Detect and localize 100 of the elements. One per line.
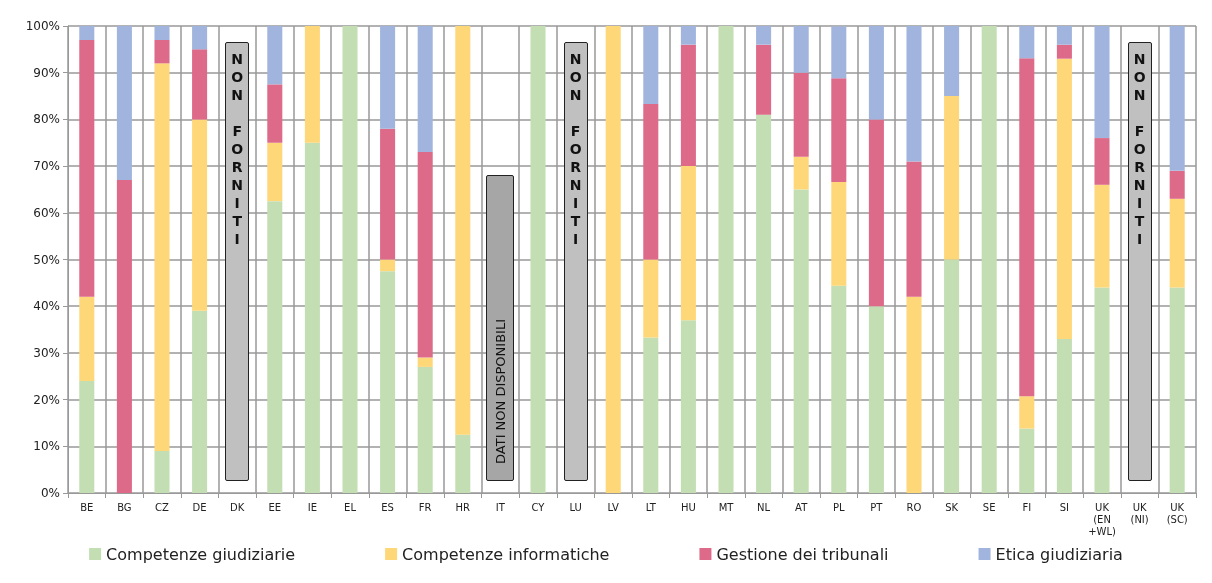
x-tick-label: DK	[230, 501, 245, 513]
bar	[154, 63, 170, 451]
bar	[1094, 138, 1110, 185]
legend-label: Etica giudiziaria	[995, 544, 1123, 564]
bar	[267, 142, 283, 202]
bar	[455, 26, 471, 435]
bar	[154, 40, 170, 64]
x-tick-label: RO	[906, 501, 922, 513]
bar	[1056, 44, 1072, 59]
bar	[718, 26, 734, 493]
x-tick-label: ES	[381, 501, 394, 513]
bar	[1019, 396, 1035, 429]
y-tick-label: 0%	[40, 486, 60, 500]
bar	[154, 450, 170, 493]
x-tick-label: MT	[718, 501, 735, 513]
bar	[680, 26, 696, 45]
bar	[192, 310, 208, 493]
bar	[1094, 26, 1110, 139]
x-tick-label: CZ	[155, 501, 170, 513]
x-tick-label: HU	[680, 501, 696, 513]
bar	[1169, 170, 1185, 199]
x-tick-label: FI	[1022, 501, 1032, 513]
x-tick-label: HR	[455, 501, 471, 513]
bar	[417, 26, 433, 153]
bar	[906, 161, 922, 297]
y-tick-label: 50%	[33, 252, 60, 267]
bar	[1094, 184, 1110, 288]
x-tick-label: SE	[982, 501, 996, 513]
annotation: NON FORNITI	[567, 51, 584, 250]
bar	[643, 103, 659, 260]
bar	[906, 26, 922, 162]
x-tick-label: PT	[870, 501, 884, 513]
bar	[680, 166, 696, 321]
y-tick-label: 80%	[33, 112, 60, 127]
bar	[944, 259, 960, 493]
bar	[530, 26, 546, 493]
bar	[605, 26, 621, 493]
bar	[643, 337, 659, 493]
bar	[793, 156, 809, 190]
x-tick-label: AT	[795, 501, 809, 513]
bar	[79, 296, 95, 381]
y-tick-label: 40%	[33, 299, 60, 314]
x-tick-label: EE	[268, 501, 282, 513]
bar	[680, 320, 696, 493]
bar	[643, 26, 659, 104]
bar	[417, 366, 433, 493]
label-box: NON FORNITI	[1127, 42, 1152, 482]
bar	[643, 259, 659, 338]
bar	[116, 180, 132, 493]
bar	[944, 26, 960, 97]
x-tick-label: LU	[569, 501, 582, 513]
bar	[793, 72, 809, 157]
bar	[1019, 26, 1035, 59]
bar	[868, 119, 884, 307]
y-tick-label: 30%	[33, 345, 60, 360]
bar	[116, 26, 132, 181]
bar	[756, 26, 772, 45]
bar	[267, 201, 283, 493]
bar	[1094, 287, 1110, 493]
bar	[756, 44, 772, 115]
bar	[192, 26, 208, 50]
bar	[831, 26, 847, 79]
y-tick-label: 20%	[33, 392, 60, 407]
label-box: NON FORNITI	[563, 42, 588, 482]
bar	[79, 40, 95, 297]
x-tick-label: PL	[833, 501, 846, 513]
bar	[1169, 26, 1185, 171]
legend-label: Competenze giudiziarie	[106, 544, 296, 564]
bar	[342, 26, 358, 493]
bar	[1056, 338, 1072, 493]
bar	[756, 114, 772, 493]
x-tick-label: SK	[945, 501, 959, 513]
bar	[868, 306, 884, 493]
bar	[417, 357, 433, 367]
bar	[380, 259, 396, 272]
legend-label: Gestione dei tribunali	[716, 544, 889, 564]
x-tick-label: UK (SC)	[1166, 501, 1188, 525]
x-tick-label: UK (EN +WL)	[1088, 501, 1116, 537]
bar	[192, 49, 208, 120]
bar	[79, 26, 95, 41]
x-tick-label: BG	[117, 501, 132, 513]
bar	[380, 26, 396, 129]
x-tick-label: IE	[307, 501, 318, 513]
bar	[906, 296, 922, 493]
bar	[154, 26, 170, 41]
y-tick-label: 10%	[33, 439, 60, 454]
y-tick-label: 90%	[33, 65, 60, 80]
x-tick-label: BE	[80, 501, 94, 513]
x-tick-label: LV	[607, 501, 620, 513]
bar	[380, 128, 396, 260]
bar	[304, 142, 320, 493]
y-tick-label: 60%	[33, 205, 60, 220]
label-box: DATI NON DISPONIBILI	[486, 175, 515, 482]
y-tick-label: 70%	[33, 159, 60, 174]
annotation: NON FORNITI	[1131, 51, 1148, 250]
bar	[1169, 198, 1185, 288]
x-tick-label: CY	[531, 501, 546, 513]
bar	[831, 78, 847, 182]
annotation: NON FORNITI	[229, 51, 246, 250]
x-tick-label: FR	[418, 501, 432, 513]
